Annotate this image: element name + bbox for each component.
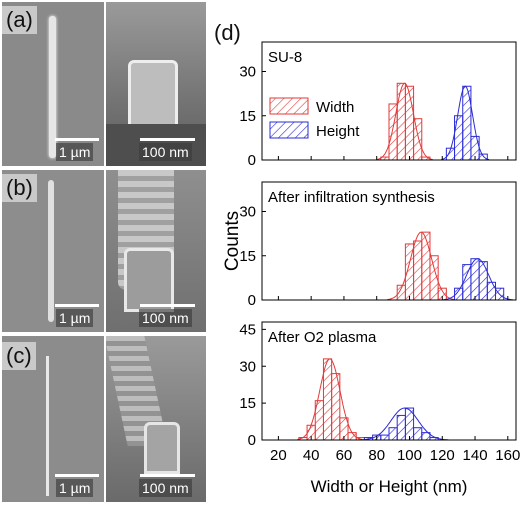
- sem-image-a-right: [106, 2, 206, 166]
- histogram-bar: [478, 261, 488, 301]
- x-tick-label: 60: [336, 447, 353, 464]
- x-tick-label: 20: [270, 447, 287, 464]
- panel-label-d: (d): [214, 20, 241, 45]
- nanowire-c: [46, 356, 49, 496]
- sem-image-c-right: [106, 336, 206, 502]
- fit-curve: [360, 407, 449, 441]
- histogram-bar: [462, 264, 472, 301]
- fit-curve: [387, 231, 455, 301]
- subplot-1: 0 15 30 SU-8: [239, 41, 517, 169]
- y-tick-label: 15: [239, 395, 256, 412]
- scalebar-a-left: [55, 138, 99, 141]
- fit-curve: [442, 258, 513, 301]
- scalebar-c-left: [55, 474, 99, 477]
- plot-frame: [261, 181, 517, 301]
- wire-end-c: [144, 422, 180, 474]
- subplot-2: 0 15 30 After infiltration synthesis: [239, 181, 517, 309]
- legend-label-height: Height: [316, 123, 360, 140]
- nanowire-b: [48, 180, 54, 322]
- legend-swatch-width: [269, 97, 309, 115]
- legend-swatch-height: [269, 121, 309, 139]
- y-tick-label: 0: [248, 152, 256, 169]
- scale-label-a-right: 100 nm: [139, 143, 192, 161]
- x-tick-label: 120: [430, 447, 455, 464]
- y-tick-label: 15: [239, 108, 256, 125]
- histogram-bar: [396, 82, 406, 161]
- scalebar-c-right: [140, 474, 195, 477]
- scale-label-c-left: 1 µm: [56, 479, 94, 497]
- histogram-bar: [421, 231, 431, 301]
- histogram-bar: [396, 414, 406, 441]
- fit-curve: [297, 358, 363, 440]
- y-axis-label: Counts: [222, 211, 243, 271]
- x-tick-label: 80: [368, 447, 385, 464]
- y-tick-label: 0: [248, 292, 256, 309]
- wire-cross-section-a: [128, 60, 178, 128]
- scale-label-a-left: 1 µm: [56, 143, 94, 161]
- fit-curve: [441, 85, 490, 161]
- y-tick-label: 30: [239, 358, 256, 375]
- x-axis-label: Width or Height (nm): [311, 477, 468, 496]
- histogram-bar: [413, 427, 423, 441]
- subplot-title: After infiltration synthesis: [268, 189, 435, 206]
- y-tick-label: 15: [239, 248, 256, 265]
- plot-frame: [261, 41, 517, 161]
- histogram-bar: [478, 153, 488, 161]
- panel-label-c: (c): [2, 342, 36, 370]
- subplot-title: SU-8: [268, 49, 302, 66]
- x-tick-label: 40: [303, 447, 320, 464]
- fit-curve: [376, 82, 433, 160]
- scalebar-b-left: [55, 304, 99, 307]
- subplot-title: After O2 plasma: [268, 329, 377, 346]
- scalebar-b-right: [140, 304, 195, 307]
- wire-end-b: [124, 248, 174, 312]
- histogram-bar: [404, 85, 415, 161]
- x-tick-label: 140: [463, 447, 488, 464]
- histogram-bar: [454, 115, 464, 161]
- sem-image-b-right: [106, 170, 206, 332]
- y-tick-label: 0: [248, 432, 256, 449]
- scalebar-a-right: [140, 138, 195, 141]
- y-tick-label: 30: [239, 204, 256, 221]
- histogram-bar: [470, 258, 480, 301]
- scale-label-b-left: 1 µm: [56, 309, 94, 327]
- x-tick-label: 100: [397, 447, 422, 464]
- panel-label-a: (a): [2, 6, 37, 34]
- subplot-3: 0 15 30 45 After O2 plasma: [239, 321, 517, 449]
- y-tick-label: 30: [239, 64, 256, 81]
- legend-label-width: Width: [316, 99, 354, 116]
- panel-label-b: (b): [2, 174, 37, 202]
- histogram-bar: [413, 118, 423, 161]
- x-tick-label: 160: [495, 447, 520, 464]
- plot-frame: [261, 321, 517, 441]
- histogram-bar: [380, 434, 390, 441]
- histogram-chart: (d) 0 15 30 SU-8 0 15 30 After infiltration syn…: [214, 20, 520, 496]
- histogram-bar: [322, 358, 333, 441]
- scale-label-c-right: 100 nm: [139, 479, 192, 497]
- histogram-bar: [388, 427, 398, 441]
- histogram-bar: [486, 281, 497, 301]
- histogram-bar: [413, 240, 423, 301]
- scale-label-b-right: 100 nm: [139, 309, 192, 327]
- nanowire-a: [49, 16, 56, 158]
- y-tick-label: 45: [239, 321, 256, 338]
